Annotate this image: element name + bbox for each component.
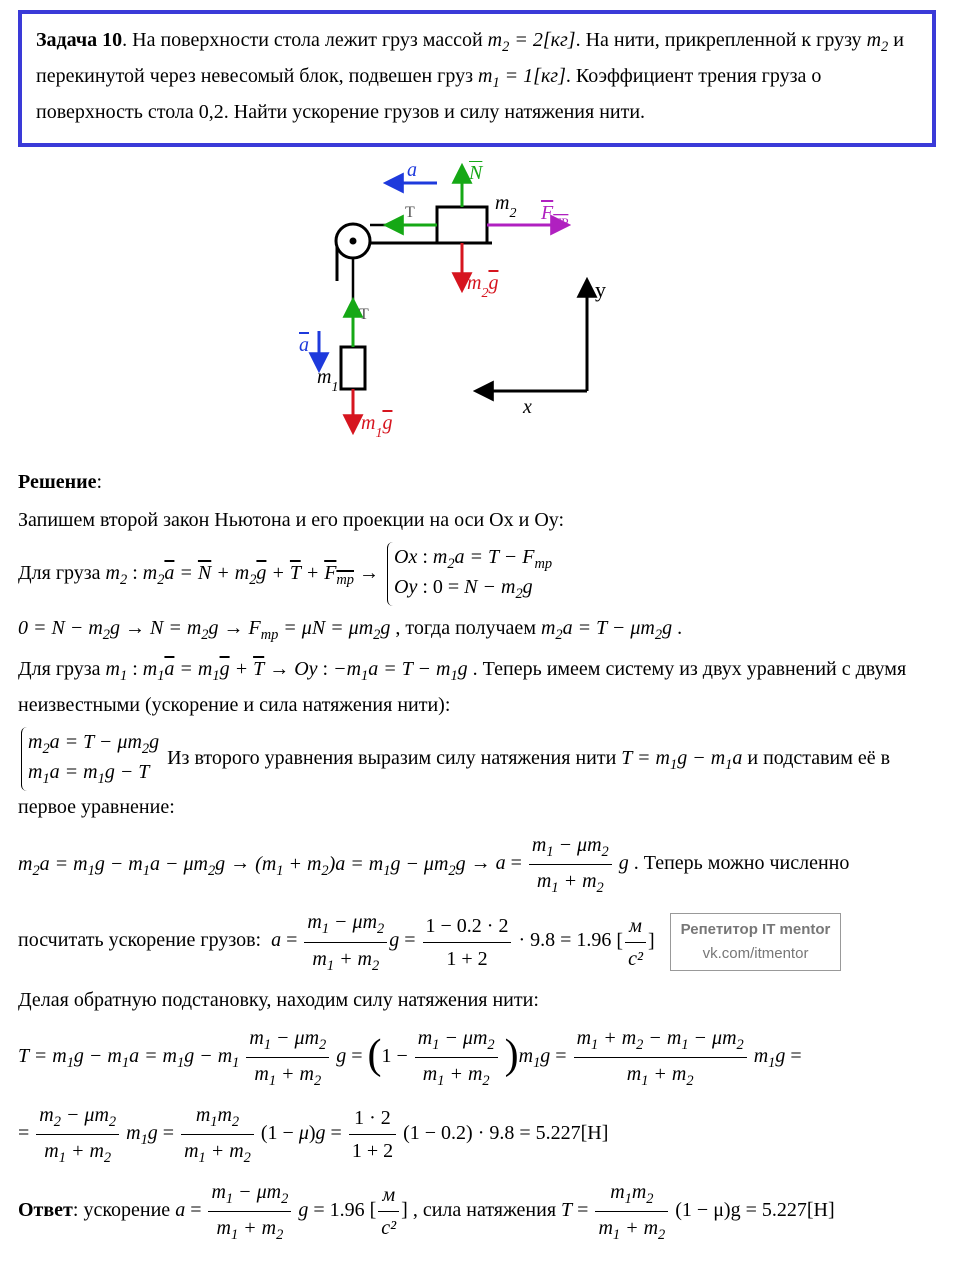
unit-a-den: с² [628,948,643,970]
for-m2-prefix: Для груза [18,562,106,584]
watermark-line2: vk.com/itmentor [703,945,809,962]
system-m2: Ox : m2a = T − Fmp Oy : 0 = N − m2g [387,542,552,607]
T-line-2f: (1 − 0.2) · 9.8 = 5.227[H] [403,1122,608,1144]
a-num-tail: · 9.8 = 1.96 [518,930,611,952]
answer-T-val: (1 − μ)g = 5.227[H] [675,1199,834,1221]
diagram-label-m1g: m1g [361,412,392,441]
diagram-label-T-v: T [359,306,369,323]
watermark-box: Репетитор IT mentor vk.com/itmentor [670,913,842,971]
back-sub: Делая обратную подстановку, находим силу… [18,984,936,1016]
diagram-axis-x: x [522,396,532,418]
a-num-frac-den: 1 + 2 [423,943,512,975]
diagram-label-a-left: a [299,334,309,356]
problem-statement-box: Задача 10. На поверхности стола лежит гр… [18,10,936,147]
solution-body: Решение: Запишем второй закон Ньютона и … [18,466,936,1247]
problem-m1-expr: m1 = 1[кг] [478,65,566,87]
diagram-label-m2g: m2g [467,272,498,301]
diagram-label-a-top: a [407,161,417,181]
problem-m2-expr: m2 = 2[кг] [488,29,576,51]
diagram-label-T-h: T [405,204,415,221]
solution-heading: Решение [18,471,97,493]
diagram-label-m1: m1 [317,366,338,395]
for-m1-prefix: Для груза [18,658,106,680]
system-2: m2a = T − μm2g m1a = m1g − T [21,727,159,792]
diagram-label-N: N [468,162,484,184]
a-num-frac-num: 1 − 0.2 · 2 [423,910,512,943]
physics-diagram: a N m2 T FТР m2g T a m1 m1g y x [277,161,677,451]
diagram-label-m2: m2 [495,192,516,221]
answer-label: Ответ [18,1199,73,1221]
T-num-frac-den: 1 + 2 [349,1135,396,1167]
answer-T-prefix: , сила натяжения [413,1199,561,1221]
line-N-tail: , тогда получаем [390,617,541,639]
unit-a-num: м [629,915,642,937]
solution-intro: Запишем второй закон Ньютона и его проек… [18,504,936,536]
problem-text-1: . На поверхности стола лежит груз массой [122,29,488,51]
problem-text-2: . На нити, прикрепленной к грузу [576,29,867,51]
problem-title: Задача 10 [36,29,122,51]
diagram-axis-y: y [595,277,606,302]
sys2-tail-1: Из второго уравнения выразим силу натяже… [167,747,621,769]
problem-m2-sym: m2 [867,29,889,51]
diagram-container: a N m2 T FТР m2g T a m1 m1g y x [18,161,936,456]
T-num-frac-num: 1 · 2 [349,1102,396,1135]
watermark-line1: Репетитор IT mentor [681,921,831,938]
answer-a-prefix: : ускорение [73,1199,175,1221]
